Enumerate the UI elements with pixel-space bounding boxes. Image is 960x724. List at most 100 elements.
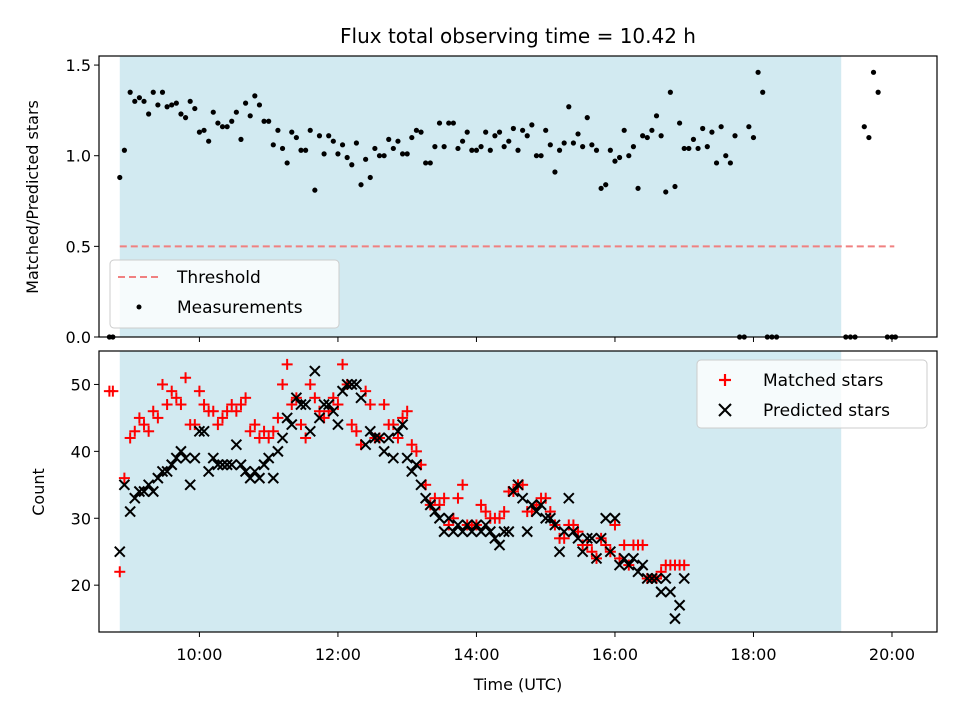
predicted-star-point <box>678 572 690 585</box>
matched-star-point <box>327 392 339 404</box>
matched-star-point <box>189 419 201 431</box>
predicted-star-point <box>336 385 349 397</box>
measurement-point <box>520 127 526 133</box>
predicted-star-point <box>623 559 635 571</box>
measurement-point <box>580 144 586 150</box>
predicted-star-point <box>627 552 640 565</box>
measurement-point <box>589 142 595 148</box>
matched-star-point <box>277 378 289 390</box>
predicted-star-point <box>521 525 533 538</box>
predicted-star-point <box>572 532 584 545</box>
bottom-x-tick-label: 18:00 <box>730 645 776 664</box>
measurement-point <box>432 144 438 150</box>
measurement-point <box>732 133 738 139</box>
measurement-point <box>455 145 461 152</box>
measurement-point <box>247 113 253 119</box>
bottom-x-tick-label: 20:00 <box>869 645 915 664</box>
measurement-point <box>279 145 286 152</box>
measurement-point <box>533 153 540 159</box>
measurement-point <box>690 136 697 142</box>
predicted-star-point <box>299 398 312 411</box>
measurement-point <box>543 127 549 133</box>
legend-matched-label: Matched stars <box>763 371 883 391</box>
measurement-point <box>386 136 392 142</box>
matched-star-point <box>544 506 556 518</box>
measurement-point <box>524 133 530 139</box>
matched-star-point <box>346 419 358 431</box>
measurement-point <box>210 109 216 115</box>
predicted-star-point <box>655 586 667 598</box>
predicted-star-point <box>600 512 612 524</box>
predicted-star-point <box>650 572 663 585</box>
predicted-star-point <box>466 525 478 538</box>
predicted-star-point <box>415 479 427 491</box>
matched-star-point <box>170 392 182 404</box>
predicted-star-point <box>563 492 575 504</box>
bottom-y-tick-label: 40 <box>71 442 91 461</box>
matched-star-point <box>438 492 450 504</box>
measurement-point <box>395 138 401 144</box>
measurement-point <box>552 169 558 175</box>
predicted-star-point <box>516 492 529 504</box>
measurement-point <box>339 142 346 148</box>
measurement-point <box>307 127 313 133</box>
predicted-star-point <box>322 398 335 411</box>
bottom-y-axis-label: Count <box>29 468 48 516</box>
predicted-star-point <box>669 612 681 625</box>
measurement-point <box>515 147 521 153</box>
predicted-star-point <box>452 519 464 531</box>
predicted-star-point <box>396 418 409 431</box>
measurement-point <box>229 118 235 124</box>
bottom-x-tick-label: 10:00 <box>176 645 222 664</box>
predicted-star-point <box>184 479 196 491</box>
measurement-point <box>353 140 360 146</box>
predicted-star-point <box>433 512 446 524</box>
predicted-star-point <box>429 505 441 518</box>
measurement-point <box>487 147 493 153</box>
measurement-point <box>376 153 383 159</box>
matched-star-point <box>406 439 418 451</box>
predicted-star-point <box>456 525 469 538</box>
measurement-point <box>117 174 123 181</box>
matched-star-point <box>387 419 399 431</box>
predicted-star-point <box>318 398 330 411</box>
matched-star-point <box>221 405 233 417</box>
predicted-star-point <box>235 459 247 471</box>
predicted-star-point <box>498 525 510 538</box>
matched-star-point <box>133 412 145 424</box>
predicted-star-point <box>419 492 432 504</box>
measurement-point <box>219 124 226 130</box>
measurement-point <box>760 89 766 95</box>
predicted-star-point <box>189 452 201 464</box>
measurement-point <box>242 100 249 106</box>
measurement-point <box>746 124 752 130</box>
top-y-tick-label: 1.5 <box>66 56 91 75</box>
measurement-point <box>146 111 152 117</box>
measurement-point <box>381 153 387 159</box>
measurement-point <box>349 162 355 168</box>
measurement-point <box>321 151 327 157</box>
measurement-point <box>459 138 466 144</box>
predicted-star-point <box>212 459 224 471</box>
measurement-point <box>293 134 299 141</box>
predicted-star-point <box>114 546 126 558</box>
predicted-star-point <box>424 499 436 511</box>
matched-star-point <box>452 492 464 504</box>
matched-star-point <box>609 519 621 531</box>
measurement-point <box>607 147 613 153</box>
predicted-star-point <box>549 519 561 531</box>
predicted-star-point <box>207 452 219 464</box>
legend-predicted-swatch <box>718 403 732 417</box>
matched-star-point <box>378 399 390 411</box>
predicted-star-point <box>346 378 358 391</box>
measurement-point <box>270 142 276 148</box>
predicted-star-point <box>129 492 141 504</box>
legend-matched-swatch <box>719 374 731 386</box>
matched-star-point <box>263 432 275 444</box>
matched-star-point <box>429 492 441 504</box>
measurement-point <box>686 145 692 152</box>
predicted-star-point <box>272 445 284 458</box>
measurement-point <box>727 160 733 166</box>
measurement-point <box>413 127 420 133</box>
